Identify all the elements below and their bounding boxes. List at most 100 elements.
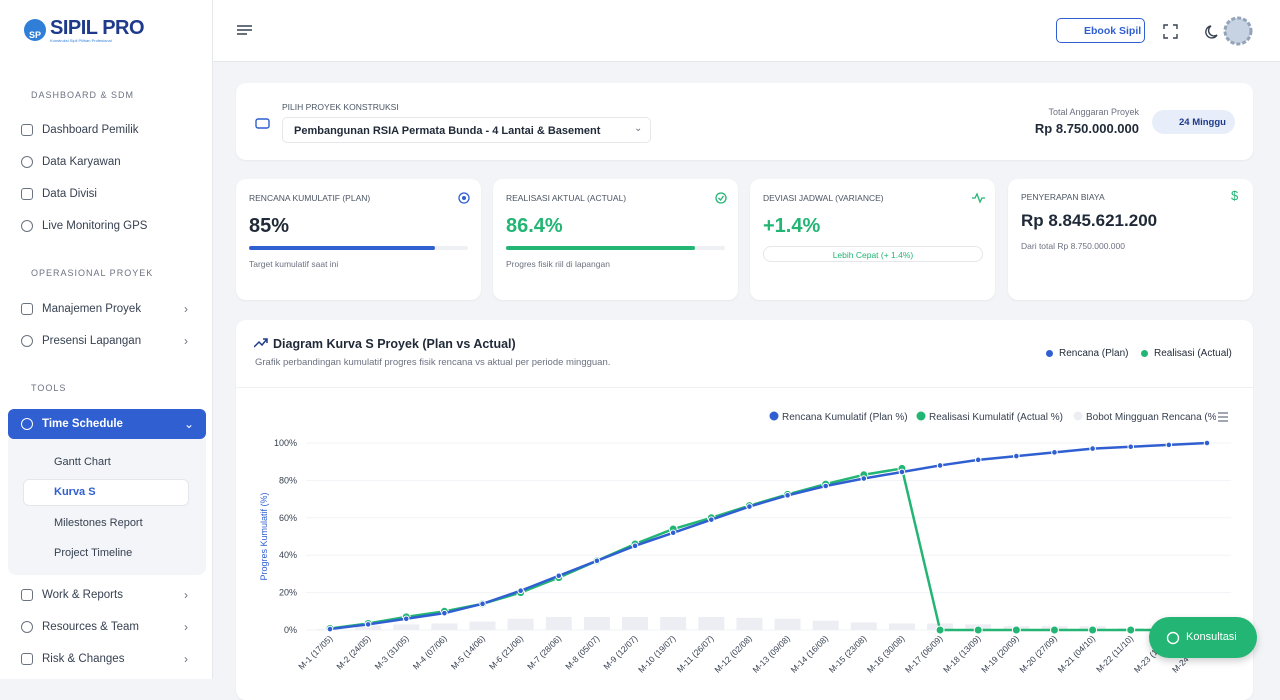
- bar: [736, 617, 763, 630]
- point: [1088, 625, 1098, 635]
- series-line: [329, 441, 1208, 631]
- progress-track: [506, 246, 725, 250]
- point: [1013, 452, 1020, 460]
- x-tick-label: M-8 (05/07): [563, 633, 601, 671]
- check-icon: [715, 192, 727, 204]
- point: [974, 456, 982, 464]
- sub-item[interactable]: Gantt Chart: [54, 456, 111, 468]
- bar: [698, 616, 725, 630]
- nav-active[interactable]: [8, 409, 206, 439]
- point: [402, 615, 410, 623]
- icon: [21, 621, 33, 633]
- bar: [660, 616, 687, 630]
- point: [746, 503, 753, 510]
- bar: [850, 622, 877, 630]
- point: [517, 587, 524, 595]
- icon: [21, 220, 33, 232]
- project-select[interactable]: Pembangunan RSIA Permata Bunda - 4 Lanta…: [282, 117, 651, 143]
- point: [935, 625, 945, 635]
- nav-item[interactable]: Resources & Team: [42, 621, 139, 633]
- chevron: ⌄: [184, 417, 195, 431]
- point: [822, 482, 829, 490]
- y-axis-label: Progres Kumulatif (%): [259, 492, 269, 580]
- icon: [21, 653, 33, 665]
- point: [364, 621, 372, 628]
- kpi-card: RENCANA KUMULATIF (PLAN) 85% Target kumu…: [236, 179, 481, 300]
- brand: SIPIL PRO: [50, 17, 145, 39]
- chevron: ›: [184, 652, 188, 666]
- point: [326, 625, 334, 633]
- nav-item[interactable]: Data Karyawan: [42, 156, 121, 168]
- point: [441, 609, 448, 617]
- menu-toggle[interactable]: [237, 24, 253, 38]
- legend-label: Rencana Kumulatif (Plan %): [782, 412, 908, 423]
- y-tick-label: 20%: [279, 588, 297, 598]
- x-tick-label: M-12 (02/08): [712, 633, 754, 675]
- nav-item[interactable]: Presensi Lapangan: [42, 335, 142, 347]
- bar: [393, 624, 420, 630]
- chart-subtitle: Grafik perbandingan kumulatif progres fi…: [255, 357, 611, 368]
- kpi-label: RENCANA KUMULATIF (PLAN): [249, 193, 371, 203]
- section-title: DASHBOARD & SDM: [31, 90, 135, 100]
- nav-item[interactable]: Risk & Changes: [42, 653, 125, 665]
- legend-label: Realisasi Kumulatif (Actual %): [929, 412, 1063, 423]
- nav-item[interactable]: Dashboard Pemilik: [42, 124, 139, 136]
- nav-item[interactable]: Live Monitoring GPS: [42, 220, 148, 232]
- briefcase-icon: [255, 118, 270, 129]
- legend-item: Realisasi (Actual): [1154, 348, 1232, 359]
- kpi-value: Rp 8.845.621.200: [1021, 211, 1158, 230]
- x-tick-label: M-20 (27/09): [1017, 633, 1059, 675]
- point: [1165, 441, 1173, 449]
- y-tick-label: 60%: [279, 513, 297, 523]
- kpi-value: +1.4%: [763, 215, 821, 237]
- section-title: TOOLS: [31, 383, 67, 393]
- point: [593, 557, 601, 565]
- x-tick-label: M-21 (04/10): [1056, 633, 1098, 675]
- kpi-label: DEVIASI JADWAL (VARIANCE): [763, 193, 884, 203]
- sub-item[interactable]: Project Timeline: [54, 547, 133, 559]
- x-tick-label: M-7 (28/06): [525, 633, 563, 671]
- bar: [431, 623, 458, 630]
- progress-bar: [249, 246, 436, 250]
- sub-item[interactable]: Milestones Report: [54, 517, 143, 529]
- point: [1126, 625, 1136, 635]
- avatar[interactable]: [1222, 15, 1254, 47]
- budget: Rp 8.750.000.000: [1034, 121, 1139, 136]
- point: [1127, 443, 1135, 451]
- project-card: PILIH PROYEK KONSTRUKSI Pembangunan RSIA…: [236, 83, 1253, 160]
- legend-dot: [769, 411, 779, 421]
- tagline: Konstruksi Sipil Pilihan Profesional: [50, 38, 112, 43]
- sub-active[interactable]: [23, 479, 189, 506]
- y-tick-label: 0%: [284, 625, 297, 635]
- icon: [21, 335, 33, 347]
- sub-item[interactable]: Kurva S: [54, 486, 96, 498]
- x-tick-label: M-1 (17/05): [296, 633, 334, 671]
- bar: [622, 616, 649, 630]
- topbar: Ebook Sipil: [213, 0, 1280, 62]
- duration-badge: 24 Minggu: [1152, 110, 1235, 134]
- series-line: [329, 467, 1207, 632]
- nav-item[interactable]: Data Divisi: [42, 188, 97, 200]
- chat-icon: [1166, 631, 1180, 645]
- x-tick-label: M-10 (19/07): [636, 633, 678, 675]
- section-title: OPERASIONAL PROYEK: [31, 268, 154, 278]
- logo-icon: SP: [24, 19, 46, 41]
- legend-item: Rencana (Plan): [1059, 348, 1129, 359]
- chevron: ›: [184, 588, 188, 602]
- kpi-note: Target kumulatif saat ini: [249, 259, 339, 269]
- point: [898, 468, 906, 476]
- point: [1049, 625, 1059, 635]
- dollar-icon: $: [1231, 188, 1239, 203]
- nav-item[interactable]: Time Schedule: [42, 418, 123, 430]
- nav-item[interactable]: Work & Reports: [42, 589, 123, 601]
- legend-label: Bobot Mingguan Rencana (%): [1086, 412, 1220, 423]
- kpi-card: REALISASI AKTUAL (ACTUAL) 86.4% Progres …: [493, 179, 738, 300]
- chevron: ›: [184, 334, 188, 348]
- bar: [888, 623, 915, 630]
- target-icon: [458, 192, 470, 204]
- chart-card: Diagram Kurva S Proyek (Plan vs Actual) …: [236, 320, 1253, 700]
- kpi-note: Dari total Rp 8.750.000.000: [1021, 241, 1125, 251]
- ebook-button[interactable]: Ebook Sipil: [1056, 18, 1145, 43]
- nav-item[interactable]: Manajemen Proyek: [42, 303, 142, 315]
